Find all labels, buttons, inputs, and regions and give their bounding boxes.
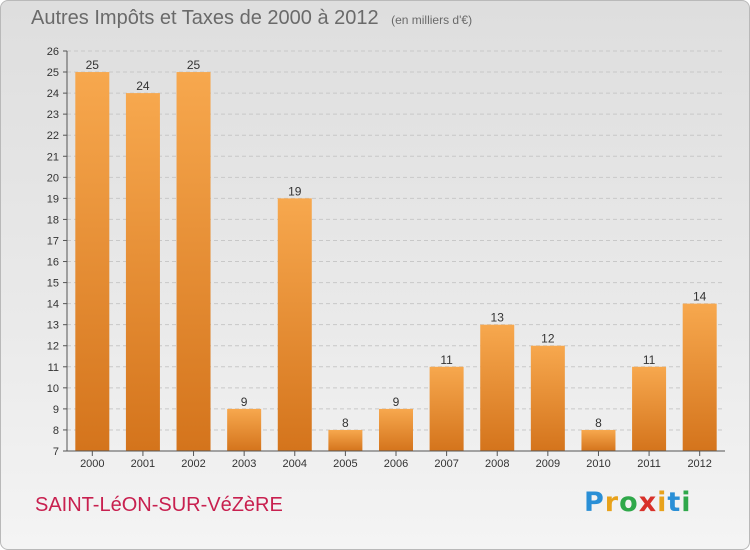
commune-name: SAINT-LéON-SUR-VéZèRE	[35, 494, 283, 516]
proxiti-logo: Proxiti	[584, 487, 692, 518]
data-label-2006: 9	[393, 395, 400, 409]
y-tick-label: 24	[47, 88, 59, 100]
bar-2007	[429, 366, 464, 451]
y-tick-label: 10	[47, 383, 59, 395]
data-label-2002: 25	[187, 58, 201, 72]
bar-2004	[277, 198, 312, 451]
y-tick-label: 18	[47, 214, 59, 226]
logo-letter: i	[657, 487, 668, 518]
x-tick-label-2012: 2012	[687, 458, 711, 470]
bar-2001	[125, 93, 160, 452]
bar-2003	[227, 408, 262, 451]
y-tick-label: 22	[47, 130, 59, 142]
x-tick-label-2011: 2011	[637, 458, 661, 470]
chart-unit-text: (en milliers d'€)	[391, 13, 473, 27]
bar-2012	[682, 303, 717, 451]
logo-letter: o	[619, 487, 639, 518]
y-tick-label: 8	[53, 425, 59, 437]
y-tick-label: 12	[47, 341, 59, 353]
data-label-2003: 9	[241, 395, 248, 409]
data-label-2007: 11	[440, 353, 453, 367]
x-tick-label-2007: 2007	[434, 458, 458, 470]
x-tick-label-2002: 2002	[181, 458, 205, 470]
data-label-2011: 11	[643, 353, 656, 367]
bar-2000	[75, 72, 110, 451]
y-tick-label: 23	[47, 109, 59, 121]
logo-letter: r	[604, 487, 620, 518]
x-tick-label-2006: 2006	[384, 458, 408, 470]
x-tick-label-2008: 2008	[485, 458, 509, 470]
bar-2008	[480, 324, 515, 451]
x-tick-label-2009: 2009	[536, 458, 560, 470]
data-label-2010: 8	[595, 416, 602, 430]
chart-title-text: Autres Impôts et Taxes de 2000 à 2012	[31, 7, 379, 29]
data-label-2000: 25	[86, 58, 100, 72]
y-tick-label: 21	[47, 151, 59, 163]
y-tick-label: 16	[47, 257, 59, 269]
x-tick-label-2005: 2005	[333, 458, 357, 470]
x-tick-label-2004: 2004	[283, 458, 307, 470]
data-label-2001: 24	[136, 79, 150, 93]
y-tick-label: 11	[48, 362, 59, 374]
bar-2009	[530, 345, 565, 451]
x-tick-label-2003: 2003	[232, 458, 256, 470]
y-tick-label: 14	[47, 299, 59, 311]
y-tick-label: 25	[47, 67, 59, 79]
bar-2002	[176, 72, 211, 451]
logo-letter: P	[584, 487, 605, 518]
data-label-2008: 13	[491, 311, 505, 325]
x-tick-label-2010: 2010	[586, 458, 610, 470]
x-tick-label-2000: 2000	[80, 458, 104, 470]
y-tick-label: 26	[47, 46, 59, 58]
y-tick-label: 7	[53, 446, 59, 458]
y-tick-label: 19	[47, 193, 59, 205]
data-label-2009: 12	[541, 332, 555, 346]
y-tick-label: 13	[47, 320, 59, 332]
data-label-2012: 14	[693, 290, 707, 304]
y-tick-label: 9	[53, 404, 59, 416]
bar-2006	[379, 408, 413, 451]
data-label-2004: 19	[288, 184, 302, 198]
x-tick-label-2001: 2001	[131, 458, 155, 470]
y-tick-label: 17	[47, 235, 59, 247]
y-tick-label: 15	[47, 278, 59, 290]
bar-2010	[581, 429, 616, 451]
data-label-2005: 8	[342, 416, 349, 430]
y-tick-label: 20	[47, 172, 59, 184]
chart-title: Autres Impôts et Taxes de 2000 à 2012 (e…	[31, 7, 472, 30]
logo-letter: x	[638, 487, 658, 518]
bar-2005	[328, 429, 363, 451]
logo-letter: t	[667, 487, 682, 518]
bar-2011	[632, 366, 667, 451]
logo-letter: i	[681, 487, 692, 518]
